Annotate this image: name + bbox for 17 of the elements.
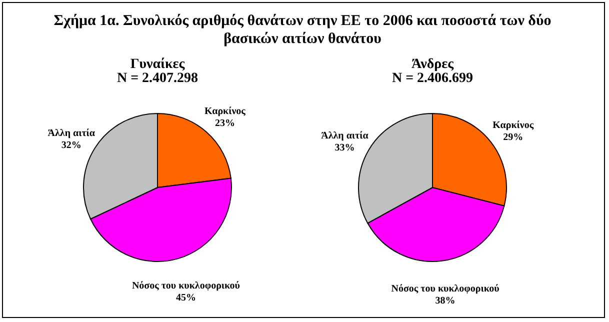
- slice-label: Άλλη αιτία: [321, 130, 369, 142]
- slice-label: Άλλη αιτία: [48, 128, 96, 139]
- data-label: 33%: [334, 142, 355, 154]
- data-label: 38%: [435, 296, 456, 307]
- data-label: 23%: [214, 118, 235, 129]
- slice-label: Καρκίνος: [204, 106, 246, 117]
- data-label: 29%: [503, 132, 524, 143]
- text: Σχήμα 1α. Συνολικός αριθμός θανάτων στην ΕΕ το 2006 και ποσοστά των δύο βασικών αιτίων θανάτου: [52, 12, 552, 48]
- slice-label: Καρκίνος: [492, 120, 534, 131]
- slice-label: Νόσος του κυκλοφορικού: [132, 280, 240, 292]
- data-label: 45%: [176, 292, 196, 304]
- chart-title: Άνδρες: [412, 57, 455, 72]
- slice-label: Νόσος του κυκλοφορικού: [391, 284, 500, 295]
- chart-title: Γυναίκες: [130, 57, 186, 72]
- chart-subtitle: N = 2.407.298: [116, 71, 198, 86]
- data-label: 32%: [61, 140, 82, 151]
- chart-subtitle: N = 2.406.699: [392, 71, 474, 86]
